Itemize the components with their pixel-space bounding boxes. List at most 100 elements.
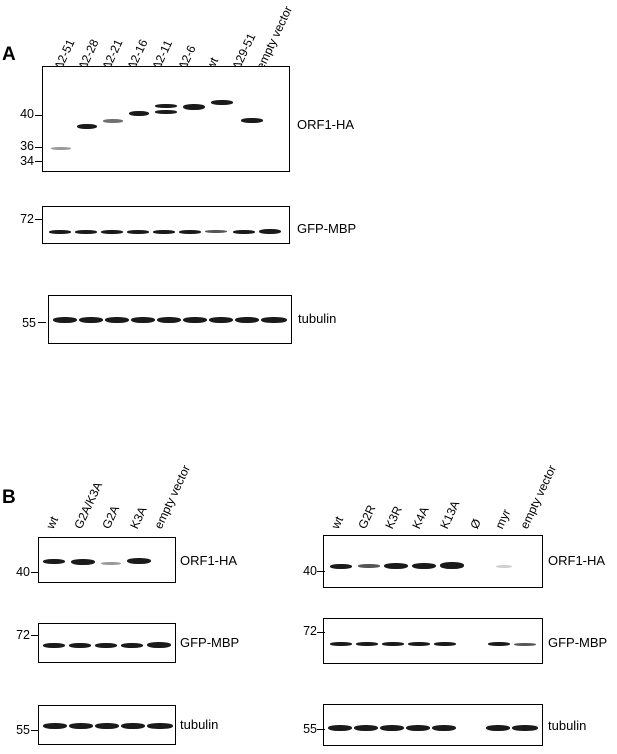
band: [105, 317, 129, 323]
marker-tick: [317, 571, 325, 572]
band: [77, 124, 97, 129]
panel-a-orf1-blot: [42, 66, 290, 172]
band: [380, 725, 404, 731]
band: [233, 230, 255, 234]
marker-tick: [31, 730, 39, 731]
band: [183, 317, 207, 323]
band: [49, 230, 71, 234]
band: [330, 642, 352, 646]
band: [514, 643, 536, 646]
band: [69, 643, 91, 648]
band: [71, 559, 95, 565]
band: [75, 230, 97, 234]
band: [95, 643, 117, 648]
marker-label: 40: [20, 107, 34, 121]
panel-b-left-tubulin-blot: [38, 705, 176, 745]
band: [43, 723, 67, 729]
marker-label: 72: [20, 212, 34, 226]
marker-tick: [317, 632, 325, 633]
band: [408, 642, 430, 646]
lane-label: empty vector: [151, 462, 194, 531]
band: [147, 642, 171, 648]
marker-label: 40: [16, 565, 30, 579]
band: [205, 230, 227, 233]
blot-label: tubulin: [548, 718, 587, 733]
lane-label: G2A: [99, 503, 123, 531]
band: [328, 725, 352, 731]
panel-b-letter: B: [2, 487, 16, 508]
lane-label: myr: [492, 506, 514, 531]
band: [358, 564, 380, 568]
blot-label: tubulin: [298, 311, 337, 326]
band: [496, 565, 512, 568]
blot-label: tubulin: [180, 717, 219, 732]
lane-label: Ø: [467, 516, 484, 531]
band: [488, 642, 510, 646]
band: [512, 725, 538, 731]
band: [261, 317, 287, 323]
band: [384, 563, 408, 569]
band: [434, 642, 456, 646]
blot-label: GFP-MBP: [180, 635, 240, 650]
band: [131, 317, 155, 323]
marker-label: 55: [303, 722, 317, 736]
lane-label: wt: [43, 514, 62, 531]
band: [209, 317, 233, 323]
panel-b-right-tubulin-blot: [323, 704, 543, 746]
band: [51, 147, 71, 150]
band: [412, 563, 436, 569]
band: [356, 642, 378, 646]
band: [43, 559, 65, 564]
blot-label: ORF1-HA: [180, 553, 238, 568]
marker-tick: [35, 219, 43, 220]
band: [211, 100, 233, 105]
marker-tick: [38, 322, 46, 323]
band: [157, 317, 181, 323]
lane-label: K3A: [127, 504, 150, 531]
blot-label: GFP-MBP: [297, 221, 357, 236]
band: [486, 725, 510, 731]
marker-label: 55: [16, 723, 30, 737]
lane-label: empty vector: [517, 462, 560, 531]
blot-label: GFP-MBP: [548, 635, 608, 650]
band: [183, 104, 205, 110]
marker-label: 55: [22, 316, 36, 330]
panel-a-gfp-blot: [42, 206, 290, 244]
marker-tick: [317, 729, 325, 730]
band: [101, 230, 123, 234]
band: [69, 723, 93, 729]
band: [153, 230, 175, 234]
marker-label: 72: [16, 628, 30, 642]
band: [127, 558, 151, 564]
band: [155, 110, 177, 114]
band: [235, 317, 259, 323]
band: [43, 643, 65, 648]
band: [79, 317, 103, 323]
lane-label: K13A: [437, 498, 463, 531]
band: [440, 562, 464, 569]
band: [95, 723, 119, 729]
panel-b-right-orf1-blot: [323, 535, 543, 588]
marker-tick: [31, 635, 39, 636]
band: [330, 564, 352, 569]
band: [259, 229, 281, 234]
band: [103, 119, 123, 123]
band: [432, 725, 456, 731]
band: [382, 642, 404, 646]
panel-b-left-orf1-blot: [38, 537, 176, 583]
band: [121, 643, 143, 648]
band: [121, 723, 145, 729]
marker-label: 34: [20, 154, 34, 168]
marker-label: 72: [303, 624, 317, 638]
marker-tick: [31, 572, 39, 573]
band: [354, 725, 378, 731]
lane-label: G2R: [355, 502, 379, 531]
blot-label: ORF1-HA: [548, 553, 606, 568]
band: [129, 111, 149, 116]
marker-tick: [35, 161, 43, 162]
lane-label: wt: [328, 514, 347, 531]
blot-label: ORF1-HA: [297, 117, 355, 132]
marker-tick: [35, 115, 43, 116]
panel-a-tubulin-blot: [48, 295, 292, 344]
panel-b-left-gfp-blot: [38, 623, 176, 663]
